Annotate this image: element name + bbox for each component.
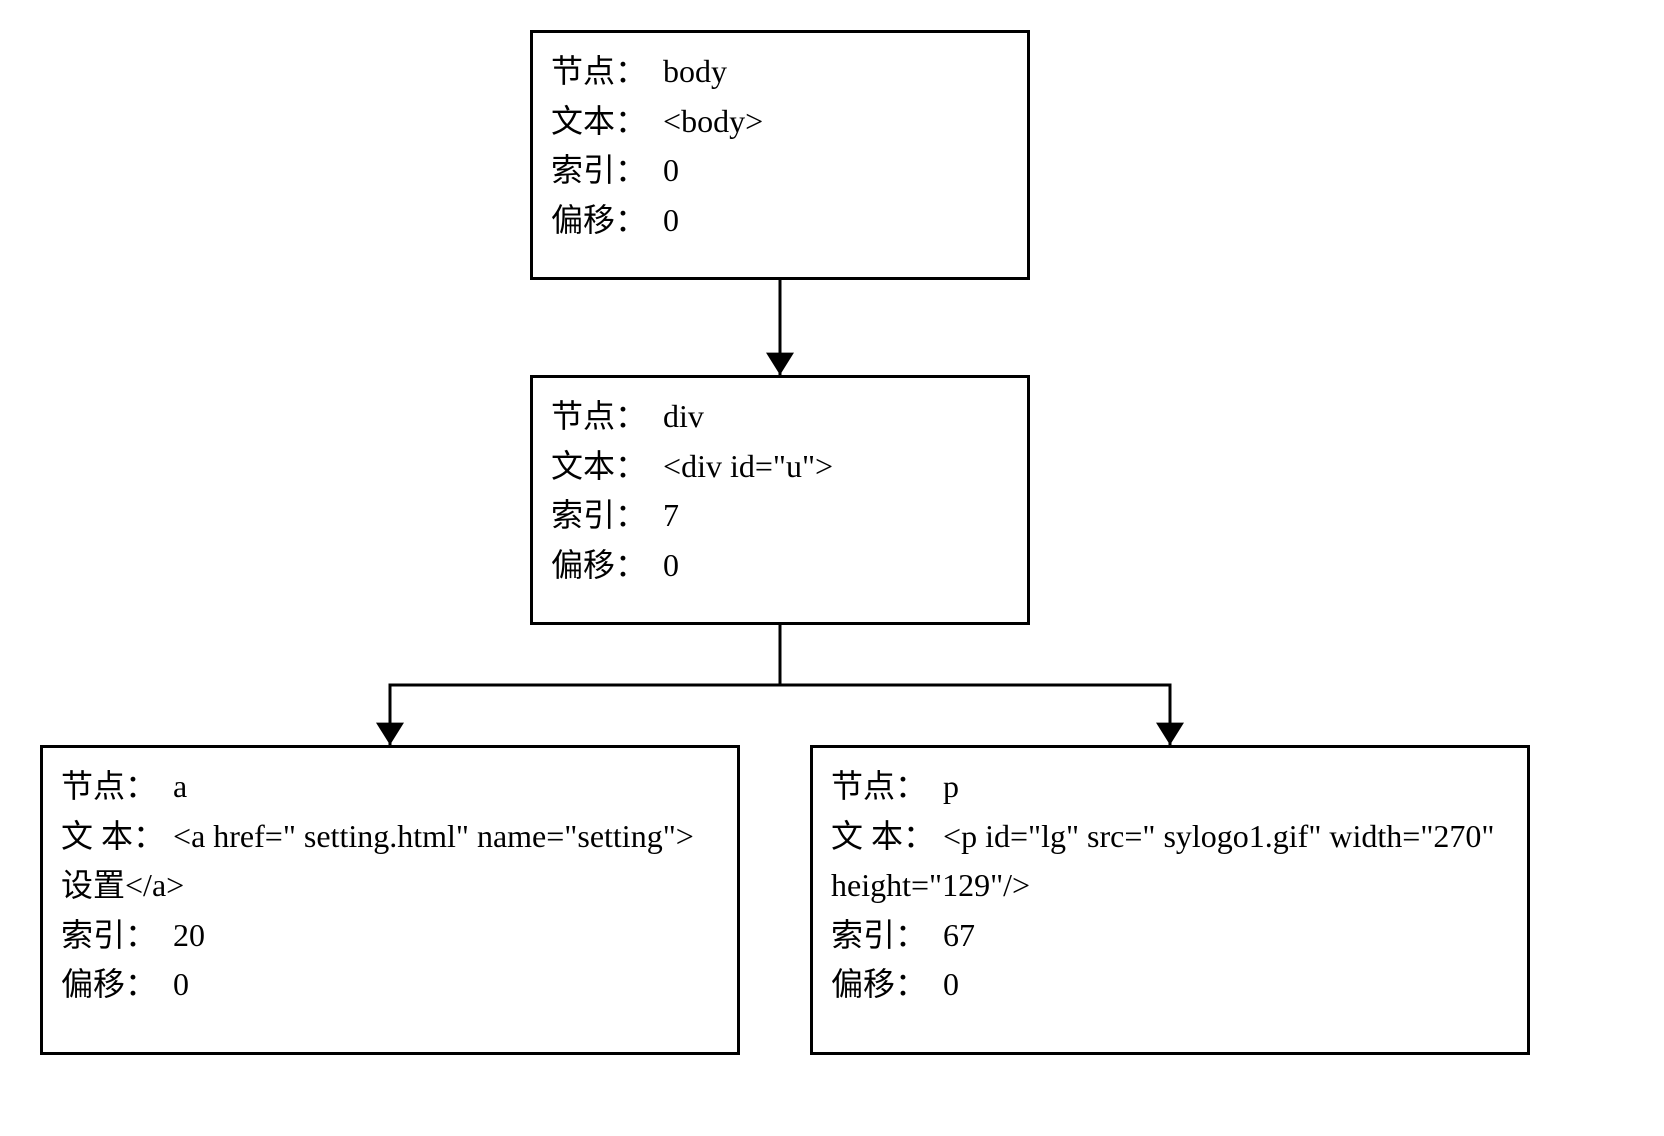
tree-edge: [780, 625, 1170, 745]
node-field-offset: 偏移： 0: [551, 541, 1009, 591]
field-label: 节点：: [61, 768, 157, 804]
node-field-text: 文本： <body>: [551, 97, 1009, 147]
tree-node: 节点： p文 本： <p id="lg" src=" sylogo1.gif" …: [810, 745, 1530, 1055]
node-field-node: 节点： a: [61, 762, 719, 812]
tree-edge: [390, 625, 780, 745]
field-value: <body>: [647, 103, 763, 139]
field-label: 节点：: [551, 398, 647, 434]
field-label: 索引：: [61, 917, 157, 953]
field-value: body: [647, 53, 727, 89]
field-value: div: [647, 398, 704, 434]
field-label: 节点：: [831, 768, 927, 804]
field-value: 0: [647, 152, 679, 188]
node-field-node: 节点： div: [551, 392, 1009, 442]
node-field-index: 索引： 67: [831, 911, 1509, 961]
node-field-offset: 偏移： 0: [61, 960, 719, 1010]
tree-node: 节点： div文本： <div id="u">索引： 7偏移： 0: [530, 375, 1030, 625]
field-value: 0: [927, 966, 959, 1002]
tree-node: 节点： a文 本： <a href=" setting.html" name="…: [40, 745, 740, 1055]
node-field-index: 索引： 0: [551, 146, 1009, 196]
field-value: 0: [647, 547, 679, 583]
tree-node: 节点： body文本： <body>索引： 0偏移： 0: [530, 30, 1030, 280]
node-field-node: 节点： p: [831, 762, 1509, 812]
field-value: <div id="u">: [647, 448, 833, 484]
field-value: 67: [927, 917, 975, 953]
field-label: 偏移：: [551, 202, 647, 238]
node-field-index: 索引： 7: [551, 491, 1009, 541]
node-field-text: 文本： <div id="u">: [551, 442, 1009, 492]
field-value: a: [157, 768, 187, 804]
field-label: 节点：: [551, 53, 647, 89]
arrowhead-icon: [766, 353, 794, 375]
node-field-node: 节点： body: [551, 47, 1009, 97]
field-label: 偏移：: [831, 966, 927, 1002]
field-value: 20: [157, 917, 205, 953]
field-value: 0: [157, 966, 189, 1002]
node-field-offset: 偏移： 0: [551, 196, 1009, 246]
field-label: 偏移：: [551, 547, 647, 583]
arrowhead-icon: [376, 723, 404, 745]
field-label: 文本：: [551, 103, 647, 139]
field-label: 文本：: [551, 448, 647, 484]
tree-diagram: 节点： body文本： <body>索引： 0偏移： 0节点： div文本： <…: [0, 0, 1664, 1136]
node-field-offset: 偏移： 0: [831, 960, 1509, 1010]
arrowhead-icon: [1156, 723, 1184, 745]
field-value: 0: [647, 202, 679, 238]
field-value: p: [927, 768, 959, 804]
node-field-text: 文 本： <p id="lg" src=" sylogo1.gif" width…: [831, 812, 1509, 911]
field-label: 索引：: [551, 152, 647, 188]
field-value: 7: [647, 497, 679, 533]
field-label: 索引：: [831, 917, 927, 953]
field-label: 文 本：: [831, 818, 935, 854]
field-label: 偏移：: [61, 966, 157, 1002]
node-field-text: 文 本： <a href=" setting.html" name="setti…: [61, 812, 719, 911]
node-field-index: 索引： 20: [61, 911, 719, 961]
field-label: 文 本：: [61, 818, 165, 854]
field-label: 索引：: [551, 497, 647, 533]
